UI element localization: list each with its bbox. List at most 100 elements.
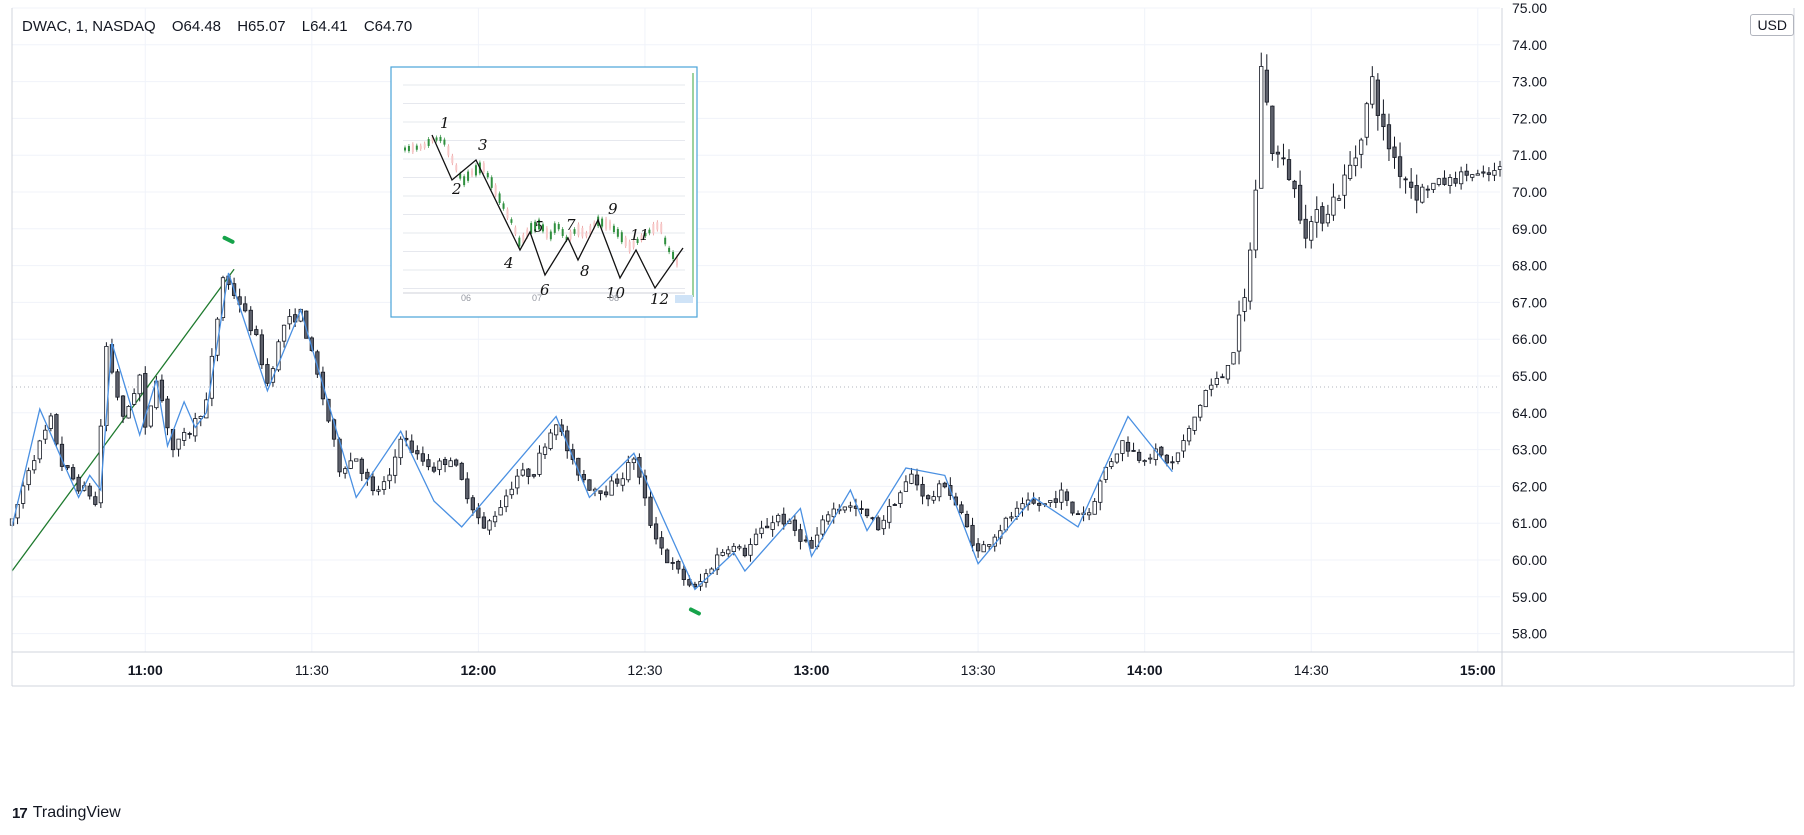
candle-body — [1403, 178, 1408, 181]
inset-wave-label: 11 — [630, 226, 649, 244]
candle-body — [1198, 404, 1203, 418]
marker-dash — [688, 607, 701, 616]
inset-frame — [390, 66, 698, 318]
candle-body — [515, 475, 520, 489]
candle-body — [120, 395, 126, 417]
candle-body — [1059, 489, 1064, 503]
candle-body — [137, 374, 142, 395]
inset-candle — [514, 227, 517, 235]
candle-body — [170, 428, 176, 451]
inset-candle — [608, 221, 611, 229]
candle-body — [492, 515, 498, 523]
candle-body — [531, 474, 537, 477]
inset-wave-label: 5 — [534, 218, 544, 236]
candle-body — [504, 495, 509, 508]
candle-body — [387, 474, 392, 482]
candle-body — [764, 525, 770, 529]
candle-body — [431, 466, 437, 472]
x-tick-label: 14:00 — [1127, 662, 1163, 678]
candle-body — [909, 473, 914, 484]
inset-candle — [415, 145, 418, 150]
inset-wave-label: 12 — [650, 290, 669, 308]
candle-body — [1242, 297, 1247, 312]
candle-body — [642, 475, 648, 499]
candle-body — [1259, 66, 1264, 189]
candle-body — [1453, 178, 1458, 184]
inset-candle — [431, 137, 434, 142]
candle-body — [826, 514, 831, 522]
x-tick-label: 11:30 — [295, 662, 329, 678]
inset-candle — [676, 256, 678, 266]
inset-candle — [632, 240, 635, 248]
zigzag-line — [11, 272, 1173, 591]
y-tick-label: 73.00 — [1512, 74, 1547, 90]
inset-candle — [664, 237, 667, 245]
y-tick-label: 62.00 — [1512, 478, 1547, 494]
candle-body — [37, 440, 42, 460]
candle-body — [1270, 105, 1275, 154]
candle-body — [615, 478, 620, 484]
candle-body — [309, 337, 314, 351]
candle-body — [570, 449, 575, 460]
candle-body — [1064, 491, 1070, 501]
candle-body — [1225, 365, 1231, 380]
inset-candle — [423, 143, 426, 148]
y-tick-label: 65.00 — [1512, 368, 1547, 384]
inset-candle — [467, 171, 470, 181]
candle-body — [665, 549, 670, 564]
inset-candle — [569, 231, 572, 240]
y-tick-label: 69.00 — [1512, 221, 1547, 237]
candle-body — [454, 459, 459, 466]
candle-body — [276, 341, 281, 371]
inset-candle — [557, 223, 560, 230]
inset-candle — [648, 229, 651, 234]
candle-body — [759, 527, 764, 535]
candle-body — [148, 405, 153, 427]
y-tick-label: 71.00 — [1512, 147, 1547, 163]
candle-body — [659, 537, 664, 549]
candle-body — [1359, 139, 1364, 155]
candle-body — [1070, 501, 1075, 514]
candle-body — [1136, 451, 1142, 461]
candle-body — [937, 483, 942, 498]
x-tick-label: 13:30 — [961, 662, 996, 678]
candle-body — [1203, 390, 1208, 408]
candle-body — [964, 513, 970, 528]
candle-body — [354, 458, 359, 462]
candle-body — [481, 516, 487, 529]
candle-body — [626, 462, 631, 481]
candle-body — [1087, 512, 1092, 516]
candle-body — [931, 496, 936, 501]
inset-candle — [549, 231, 552, 240]
candle-body — [287, 316, 292, 325]
inset-candle — [585, 232, 588, 237]
candle-body — [770, 522, 775, 530]
candle-body — [553, 424, 559, 436]
x-tick-label: 13:00 — [794, 662, 830, 678]
candle-body — [1192, 416, 1197, 431]
candle-body — [942, 482, 947, 488]
inset-candle — [490, 177, 493, 188]
candle-body — [676, 561, 681, 570]
candle-body — [248, 309, 253, 332]
inset-candle — [668, 247, 671, 253]
candle-body — [1020, 503, 1025, 510]
candle-body — [1248, 249, 1253, 302]
candle-body — [1342, 174, 1347, 196]
currency-button[interactable]: USD — [1750, 14, 1794, 36]
candle-body — [87, 485, 92, 497]
candle-body — [442, 459, 448, 465]
candle-body — [1264, 69, 1269, 103]
candle-body — [1486, 172, 1492, 175]
candle-body — [1325, 213, 1331, 224]
inset-candle — [419, 145, 422, 149]
candle-body — [281, 324, 287, 342]
candle-body — [1386, 124, 1392, 150]
inset-wave-label: 3 — [478, 136, 488, 154]
candle-body — [1475, 173, 1480, 176]
inset-wave-label: 8 — [580, 262, 590, 280]
inset-candle — [601, 218, 604, 227]
candle-body — [415, 450, 420, 455]
candle-body — [781, 513, 786, 525]
